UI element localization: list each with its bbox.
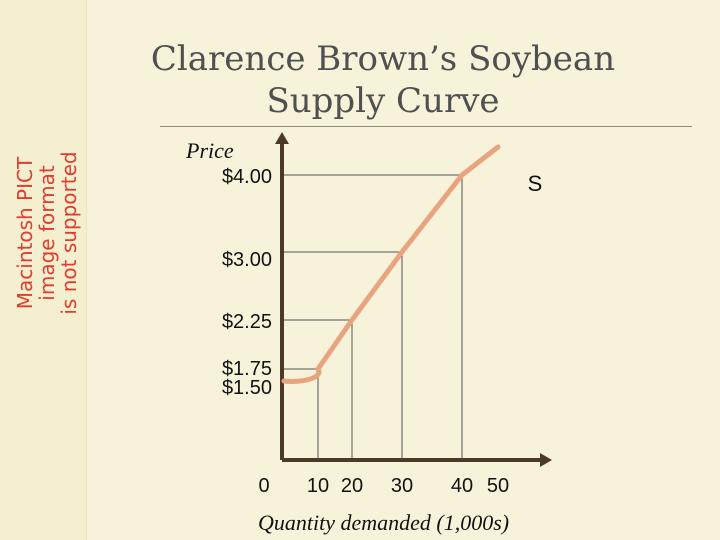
y-tick-label-2: $1.75 xyxy=(222,358,272,380)
x-axis-arrow xyxy=(540,453,552,467)
x-axis-title: Quantity demanded (1,000s) xyxy=(258,510,509,535)
supply-curve-line xyxy=(281,144,501,384)
y-axis-arrow xyxy=(275,132,289,144)
guide-lines xyxy=(282,174,463,460)
y-tick-label-5: $4.00 xyxy=(222,166,272,188)
y-tick-label-3: $2.25 xyxy=(222,311,272,333)
y-axis-title: Price xyxy=(185,138,234,163)
y-tick-label-1: $1.50 xyxy=(222,377,272,399)
chart-labels: $1.50$1.75 $2.25 $3.00 $4.00 0 10 20 30 40 50 Pric… xyxy=(185,138,542,535)
slide-title: Clarence Brown’s Soybean Supply Curve xyxy=(150,39,616,121)
left-margin-band xyxy=(0,0,87,540)
x-tick-label-2: 10 xyxy=(307,475,329,497)
x-tick-label-1: 0 xyxy=(258,475,269,497)
supply-curve-series xyxy=(281,144,501,384)
x-tick-label-4: 30 xyxy=(391,475,413,497)
x-tick-label-3: 20 xyxy=(341,475,363,497)
x-tick-label-6: 50 xyxy=(487,475,509,497)
series-label-s: S xyxy=(528,171,543,196)
x-tick-label-5: 40 xyxy=(451,475,473,497)
title-divider xyxy=(160,126,692,127)
chart-axes xyxy=(275,132,552,467)
y-tick-label-4: $3.00 xyxy=(222,249,272,271)
